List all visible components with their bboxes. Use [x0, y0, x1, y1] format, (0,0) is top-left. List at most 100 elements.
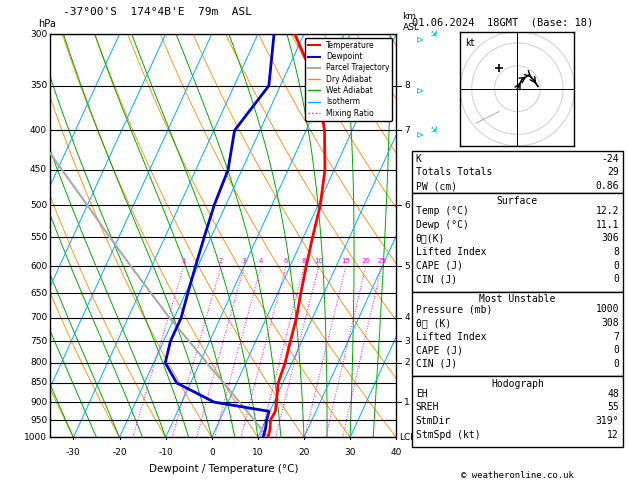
Text: 500: 500	[30, 201, 47, 209]
Text: 550: 550	[30, 233, 47, 242]
Text: ⊳: ⊳	[416, 313, 424, 323]
Text: 6: 6	[284, 258, 288, 264]
Text: CIN (J): CIN (J)	[416, 274, 457, 284]
Text: 900: 900	[30, 398, 47, 407]
Text: ⊳: ⊳	[416, 86, 424, 95]
Text: ✈: ✈	[425, 414, 439, 427]
Text: ⊳: ⊳	[416, 358, 424, 367]
Text: 10: 10	[314, 258, 323, 264]
Text: 10: 10	[252, 448, 264, 457]
Text: 800: 800	[30, 358, 47, 367]
Text: SREH: SREH	[416, 402, 439, 413]
Text: 12: 12	[607, 430, 619, 440]
Text: CIN (J): CIN (J)	[416, 359, 457, 369]
Text: 1: 1	[404, 398, 410, 407]
Text: StmSpd (kt): StmSpd (kt)	[416, 430, 481, 440]
Text: 6: 6	[404, 201, 410, 209]
Text: Surface: Surface	[497, 196, 538, 206]
Text: 20: 20	[362, 258, 370, 264]
Text: 0: 0	[209, 448, 214, 457]
Text: LCL: LCL	[399, 433, 416, 442]
Text: Most Unstable: Most Unstable	[479, 294, 555, 304]
Text: Temp (°C): Temp (°C)	[416, 206, 469, 216]
Text: ✈: ✈	[425, 376, 439, 390]
Text: ⊳: ⊳	[416, 417, 424, 427]
Text: ✈: ✈	[425, 356, 439, 369]
Text: ⊳: ⊳	[416, 397, 424, 407]
Text: Lifted Index: Lifted Index	[416, 247, 486, 257]
Text: 20: 20	[298, 448, 309, 457]
Text: CAPE (J): CAPE (J)	[416, 345, 463, 355]
Text: 8: 8	[404, 81, 410, 90]
Text: 1: 1	[181, 258, 186, 264]
Text: ⊳: ⊳	[416, 130, 424, 139]
Text: 600: 600	[30, 262, 47, 271]
Text: ✈: ✈	[425, 311, 439, 325]
Text: kt: kt	[465, 38, 474, 49]
Text: 8: 8	[613, 247, 619, 257]
Legend: Temperature, Dewpoint, Parcel Trajectory, Dry Adiabat, Wet Adiabat, Isotherm, Mi: Temperature, Dewpoint, Parcel Trajectory…	[305, 38, 392, 121]
Text: 7: 7	[404, 126, 410, 135]
Text: 950: 950	[30, 416, 47, 425]
Text: K: K	[416, 154, 421, 164]
Text: 350: 350	[30, 81, 47, 90]
Text: -37°00'S  174°4B'E  79m  ASL: -37°00'S 174°4B'E 79m ASL	[63, 7, 252, 17]
Text: θᴄ(K): θᴄ(K)	[416, 233, 445, 243]
Text: 25: 25	[377, 258, 386, 264]
Text: km
ASL: km ASL	[403, 12, 420, 32]
Text: 0: 0	[613, 274, 619, 284]
Text: 0: 0	[613, 345, 619, 355]
Text: 11.1: 11.1	[596, 220, 619, 230]
Text: 01.06.2024  18GMT  (Base: 18): 01.06.2024 18GMT (Base: 18)	[412, 17, 593, 27]
Text: Mixing Ratio (g/kg): Mixing Ratio (g/kg)	[414, 196, 423, 276]
Text: ✈: ✈	[425, 260, 439, 273]
Text: 55: 55	[607, 402, 619, 413]
Text: 306: 306	[601, 233, 619, 243]
Text: ✈: ✈	[425, 198, 439, 212]
Text: -24: -24	[601, 154, 619, 164]
Text: 40: 40	[391, 448, 402, 457]
Text: -10: -10	[159, 448, 173, 457]
Text: ⊳: ⊳	[416, 264, 424, 274]
Text: 29: 29	[607, 168, 619, 177]
Text: 7: 7	[613, 331, 619, 342]
Text: 400: 400	[30, 126, 47, 135]
Text: -30: -30	[66, 448, 81, 457]
Text: 450: 450	[30, 165, 47, 174]
Text: 319°: 319°	[596, 416, 619, 426]
Text: CAPE (J): CAPE (J)	[416, 260, 463, 271]
Text: Dewpoint / Temperature (°C): Dewpoint / Temperature (°C)	[148, 464, 298, 474]
Text: 5: 5	[404, 262, 410, 271]
Text: ⊳: ⊳	[416, 200, 424, 210]
Text: θᴄ (K): θᴄ (K)	[416, 318, 451, 328]
Text: EH: EH	[416, 389, 428, 399]
Text: ✈: ✈	[425, 395, 439, 409]
Text: Lifted Index: Lifted Index	[416, 331, 486, 342]
Text: 12.2: 12.2	[596, 206, 619, 216]
Text: 300: 300	[30, 30, 47, 38]
Text: 2: 2	[404, 358, 410, 367]
Text: 4: 4	[259, 258, 264, 264]
Text: 8: 8	[302, 258, 306, 264]
Text: Hodograph: Hodograph	[491, 379, 544, 389]
Text: PW (cm): PW (cm)	[416, 181, 457, 191]
Text: 700: 700	[30, 313, 47, 322]
Text: ✈: ✈	[425, 123, 439, 137]
Text: 650: 650	[30, 289, 47, 297]
Text: ✈: ✈	[425, 27, 439, 41]
Text: hPa: hPa	[38, 19, 56, 29]
Text: ⊳: ⊳	[416, 35, 424, 45]
Text: © weatheronline.co.uk: © weatheronline.co.uk	[461, 471, 574, 480]
Text: 3: 3	[404, 336, 410, 346]
Text: ⊳: ⊳	[416, 378, 424, 388]
Text: Dewp (°C): Dewp (°C)	[416, 220, 469, 230]
Text: Totals Totals: Totals Totals	[416, 168, 492, 177]
Text: 0: 0	[613, 359, 619, 369]
Text: 3: 3	[242, 258, 247, 264]
Text: 0: 0	[613, 260, 619, 271]
Text: 1000: 1000	[596, 304, 619, 314]
Text: 4: 4	[404, 313, 410, 322]
Text: 0.86: 0.86	[596, 181, 619, 191]
Text: 2: 2	[219, 258, 223, 264]
Text: 308: 308	[601, 318, 619, 328]
